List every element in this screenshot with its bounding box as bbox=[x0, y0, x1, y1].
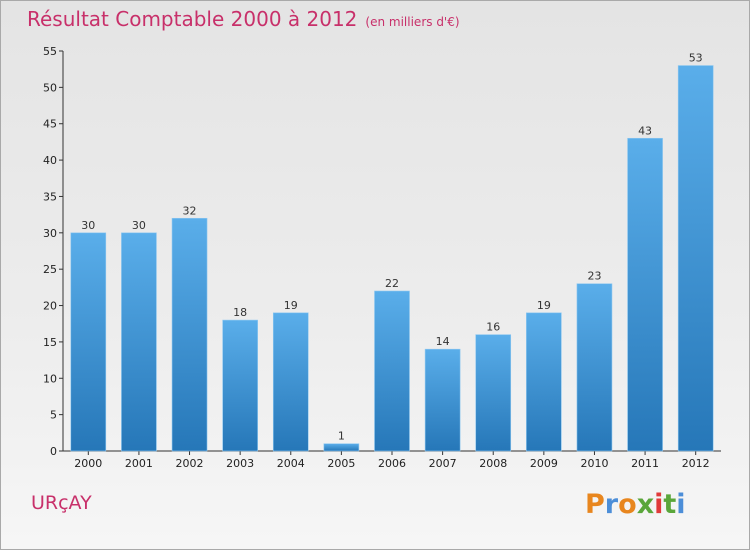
bar-2005 bbox=[323, 443, 360, 452]
x-tick-label-2010: 2010 bbox=[580, 457, 608, 470]
bar-2011 bbox=[627, 137, 663, 452]
data-label-2005: 1 bbox=[338, 430, 345, 443]
y-tick-label: 20 bbox=[43, 300, 57, 313]
x-tick-label-2003: 2003 bbox=[226, 457, 254, 470]
y-tick-label: 50 bbox=[43, 81, 57, 94]
x-tick-label-2009: 2009 bbox=[530, 457, 558, 470]
data-label-2009: 19 bbox=[537, 299, 551, 312]
x-tick-label-2002: 2002 bbox=[176, 457, 204, 470]
y-tick-label: 15 bbox=[43, 336, 57, 349]
data-label-2001: 30 bbox=[132, 219, 146, 232]
x-tick-label-2006: 2006 bbox=[378, 457, 406, 470]
y-tick-label: 40 bbox=[43, 154, 57, 167]
bar-2008 bbox=[475, 334, 512, 452]
chart-title: Résultat Comptable 2000 à 2012 bbox=[27, 7, 358, 31]
data-label-2012: 53 bbox=[689, 52, 703, 65]
data-label-2002: 32 bbox=[183, 204, 197, 217]
x-tick-label-2000: 2000 bbox=[74, 457, 102, 470]
logo-letter: i bbox=[654, 489, 664, 520]
data-label-2010: 23 bbox=[587, 270, 601, 283]
data-label-2000: 30 bbox=[81, 219, 95, 232]
x-tick-label-2012: 2012 bbox=[682, 457, 710, 470]
bar-2003 bbox=[222, 319, 258, 452]
data-label-2011: 43 bbox=[638, 124, 652, 137]
logo-letter: t bbox=[663, 489, 677, 520]
chart-title-block: Résultat Comptable 2000 à 2012 (en millie… bbox=[27, 7, 460, 31]
bar-2004 bbox=[272, 312, 309, 452]
logo-letter: o bbox=[618, 489, 637, 520]
x-tick-label-2005: 2005 bbox=[327, 457, 355, 470]
bars bbox=[70, 65, 714, 452]
data-label-2004: 19 bbox=[284, 299, 298, 312]
proxiti-logo[interactable]: Proxiti bbox=[585, 489, 686, 520]
chart-subtitle: (en milliers d'€) bbox=[365, 15, 460, 29]
x-tick-label-2011: 2011 bbox=[631, 457, 659, 470]
x-tick-label-2008: 2008 bbox=[479, 457, 507, 470]
y-tick-label: 30 bbox=[43, 227, 57, 240]
x-tick-label-2001: 2001 bbox=[125, 457, 153, 470]
y-tick-label: 35 bbox=[43, 190, 57, 203]
y-tick-label: 5 bbox=[50, 409, 57, 422]
x-tick-label-2007: 2007 bbox=[429, 457, 457, 470]
data-label-2008: 16 bbox=[486, 321, 500, 334]
labels: 30 2000 30 2001 32 2002 18 2003 19 2004 1 2005 22 200… bbox=[74, 52, 709, 470]
data-label-2006: 22 bbox=[385, 277, 399, 290]
y-tick-label: 55 bbox=[43, 45, 57, 58]
commune-name: URçAY bbox=[31, 492, 92, 514]
bar-2012 bbox=[677, 65, 714, 452]
data-label-2007: 14 bbox=[436, 335, 450, 348]
bar-2000 bbox=[70, 232, 107, 452]
data-label-2003: 18 bbox=[233, 306, 247, 319]
bar-2001 bbox=[121, 232, 157, 452]
logo-letter: r bbox=[604, 489, 619, 520]
y-tick-label: 10 bbox=[43, 372, 57, 385]
logo-letter: i bbox=[676, 489, 686, 520]
x-tick-label-2004: 2004 bbox=[277, 457, 305, 470]
bar-2010 bbox=[576, 283, 613, 452]
logo-letter: P bbox=[585, 489, 605, 520]
y-tick-label: 25 bbox=[43, 263, 57, 276]
logo-letter: x bbox=[636, 489, 655, 520]
bar-2007 bbox=[424, 348, 461, 452]
y-tick-label: 0 bbox=[50, 445, 57, 458]
bar-2002 bbox=[171, 217, 208, 452]
bar-2006 bbox=[374, 290, 410, 452]
bar-2009 bbox=[526, 312, 562, 452]
y-tick-label: 45 bbox=[43, 118, 57, 131]
